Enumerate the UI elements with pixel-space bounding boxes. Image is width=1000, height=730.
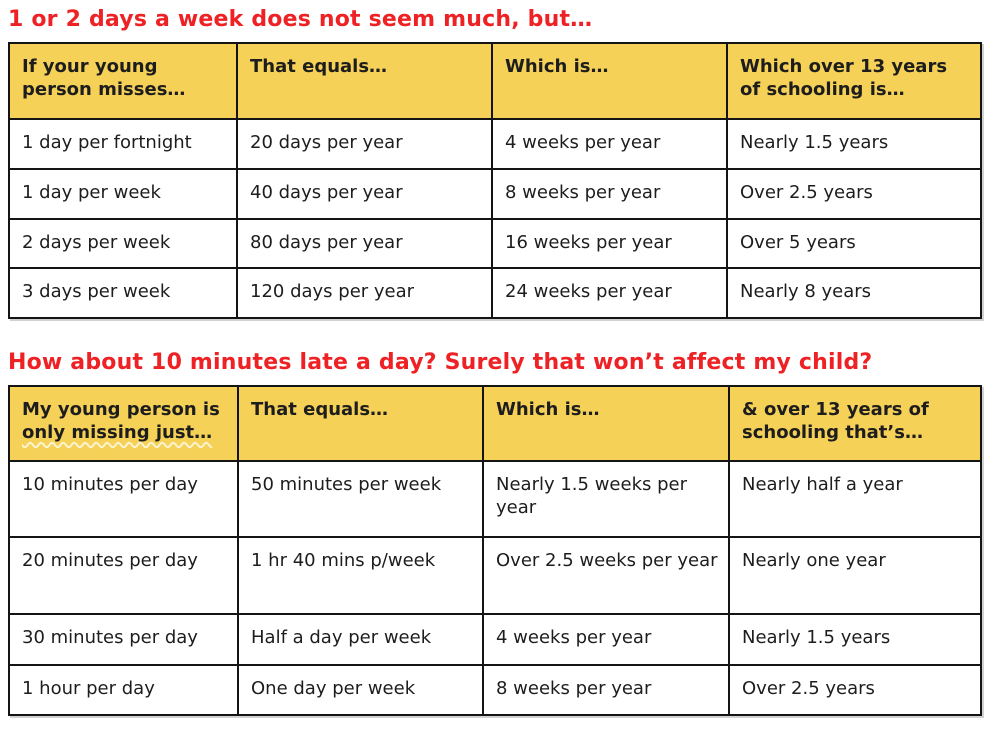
- table-cell: Over 2.5 years: [726, 168, 982, 220]
- header-cell: That equals…: [236, 42, 493, 120]
- table-cell: 1 hr 40 mins p/week: [237, 536, 484, 615]
- table-row: 30 minutes per day Half a day per week 4…: [8, 613, 982, 666]
- table-row: 20 minutes per day 1 hr 40 mins p/week O…: [8, 536, 982, 615]
- table-cell: Over 2.5 weeks per year: [482, 536, 730, 615]
- minutes-late-table: My young person is only missing just… Tha…: [8, 385, 982, 716]
- table-cell: Nearly 1.5 years: [728, 613, 982, 666]
- header-cell: Which over 13 years of schooling is…: [726, 42, 982, 120]
- table-cell: 1 hour per day: [8, 664, 239, 716]
- table-cell: 1 day per week: [8, 168, 238, 220]
- section1-heading: 1 or 2 days a week does not seem much, b…: [8, 7, 593, 32]
- header-line1: My young person is: [22, 399, 220, 420]
- table-cell: Nearly 1.5 weeks per year: [482, 460, 730, 538]
- table-cell: 4 weeks per year: [482, 613, 730, 666]
- table-cell: 2 days per week: [8, 218, 238, 269]
- table-cell: Over 5 years: [726, 218, 982, 269]
- table-row: 3 days per week 120 days per year 24 wee…: [8, 267, 982, 319]
- table-header-row: If your young person misses… That equals…: [8, 42, 982, 120]
- header-cell: & over 13 years of schooling that’s…: [728, 385, 982, 462]
- table-cell: 8 weeks per year: [491, 168, 728, 220]
- table-cell: 20 minutes per day: [8, 536, 239, 615]
- header-cell: Which is…: [491, 42, 728, 120]
- table-cell: 80 days per year: [236, 218, 493, 269]
- table-header-row: My young person is only missing just… Tha…: [8, 385, 982, 462]
- table-cell: Nearly half a year: [728, 460, 982, 538]
- table-cell: Half a day per week: [237, 613, 484, 666]
- header-cell: Which is…: [482, 385, 730, 462]
- table-cell: 24 weeks per year: [491, 267, 728, 319]
- header-line2-misspelled: only missing just…: [22, 422, 213, 444]
- header-cell: My young person is only missing just…: [8, 385, 239, 462]
- table-cell: 8 weeks per year: [482, 664, 730, 716]
- table-cell: 10 minutes per day: [8, 460, 239, 538]
- table-cell: 3 days per week: [8, 267, 238, 319]
- table-row: 1 hour per day One day per week 8 weeks …: [8, 664, 982, 716]
- table-cell: Nearly 8 years: [726, 267, 982, 319]
- table-cell: Nearly one year: [728, 536, 982, 615]
- table-cell: 20 days per year: [236, 118, 493, 170]
- days-missed-table: If your young person misses… That equals…: [8, 42, 982, 319]
- table-cell: 30 minutes per day: [8, 613, 239, 666]
- section2-heading: How about 10 minutes late a day? Surely …: [8, 350, 873, 375]
- table-row: 1 day per week 40 days per year 8 weeks …: [8, 168, 982, 220]
- table-cell: 4 weeks per year: [491, 118, 728, 170]
- table-cell: Nearly 1.5 years: [726, 118, 982, 170]
- table-row: 10 minutes per day 50 minutes per week N…: [8, 460, 982, 538]
- table-row: 1 day per fortnight 20 days per year 4 w…: [8, 118, 982, 170]
- table-cell: 120 days per year: [236, 267, 493, 319]
- table-cell: Over 2.5 years: [728, 664, 982, 716]
- table-cell: 1 day per fortnight: [8, 118, 238, 170]
- table-cell: 16 weeks per year: [491, 218, 728, 269]
- table-row: 2 days per week 80 days per year 16 week…: [8, 218, 982, 269]
- header-cell: If your young person misses…: [8, 42, 238, 120]
- header-cell: That equals…: [237, 385, 484, 462]
- table-cell: One day per week: [237, 664, 484, 716]
- table-cell: 40 days per year: [236, 168, 493, 220]
- table-cell: 50 minutes per week: [237, 460, 484, 538]
